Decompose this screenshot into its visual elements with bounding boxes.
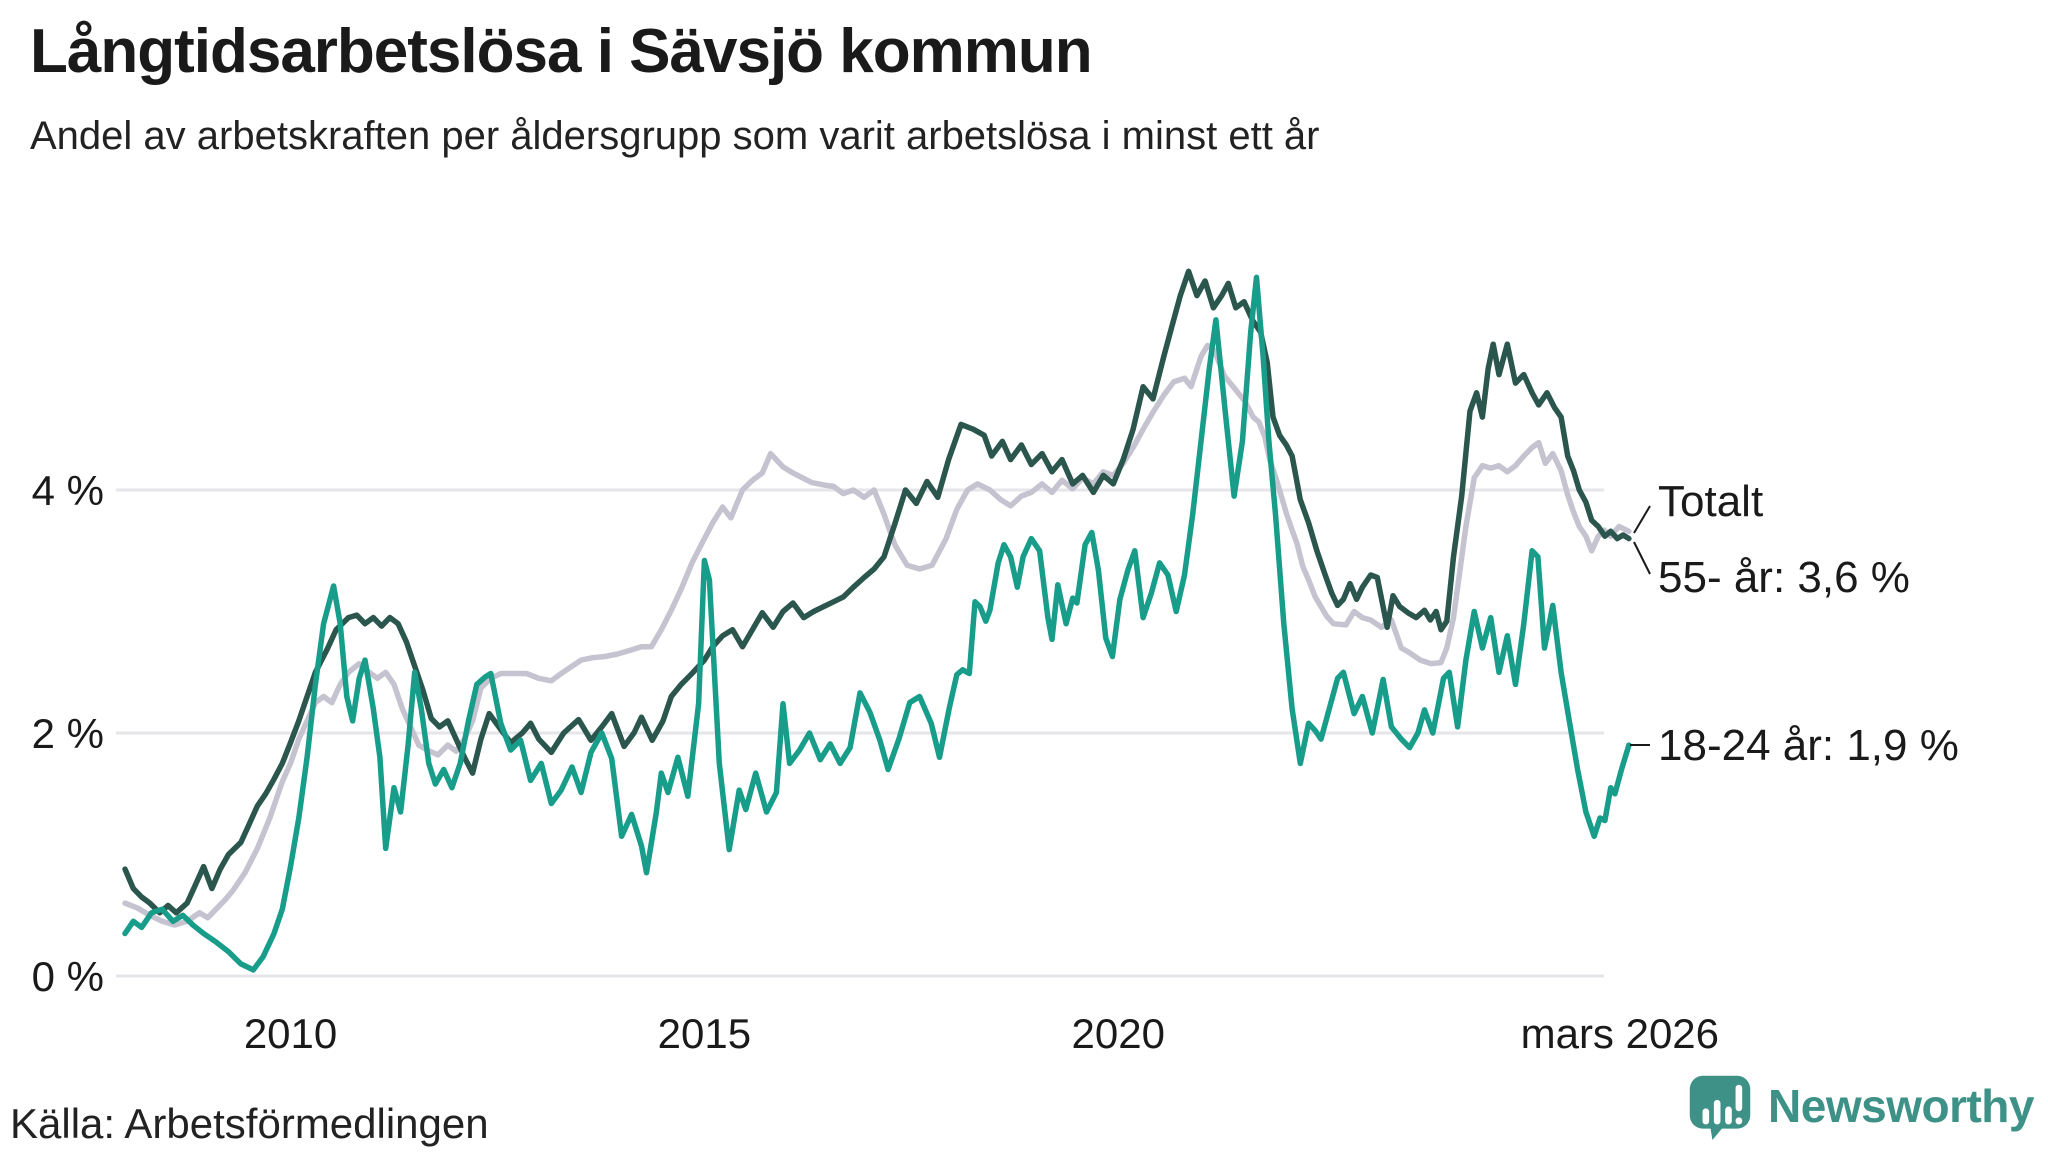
connector-line-totalt xyxy=(1633,505,1651,534)
bar-chart-glyph xyxy=(1702,1084,1743,1125)
x-tick-label: 2010 xyxy=(244,1010,337,1057)
y-axis-tick-labels: 0 % 2 % 4 % xyxy=(32,467,104,1000)
series-line-totalt xyxy=(122,342,1632,928)
connector-line-55-ar xyxy=(1633,541,1651,575)
y-tick-label: 2 % xyxy=(32,710,104,757)
x-tick-label: 2020 xyxy=(1072,1010,1165,1057)
series-lines xyxy=(122,268,1632,973)
series-line-55-r xyxy=(122,268,1632,916)
series-label-18-24-ar: 18-24 år: 1,9 % xyxy=(1658,721,1959,770)
series-label-55-ar: 55- år: 3,6 % xyxy=(1658,553,1910,602)
x-tick-label: mars 2026 xyxy=(1521,1010,1719,1057)
x-tick-label: 2015 xyxy=(658,1010,751,1057)
gridlines xyxy=(116,488,1604,978)
source-note: Källa: Arbetsförmedlingen xyxy=(10,1100,489,1147)
page-subtitle: Andel av arbetskraften per åldersgrupp s… xyxy=(30,114,1320,158)
series-label-totalt: Totalt xyxy=(1658,477,1763,526)
brand-name: Newsworthy xyxy=(1768,1080,2034,1132)
page-title: Långtidsarbetslösa i Sävsjö kommun xyxy=(30,17,1093,86)
end-of-line-annotations: Totalt 55- år: 3,6 % 18-24 år: 1,9 % xyxy=(1630,477,1959,770)
x-axis-tick-labels: 2010 2015 2020 mars 2026 xyxy=(244,1010,1719,1057)
newsworthy-logo-icon xyxy=(1689,1075,1751,1140)
y-tick-label: 0 % xyxy=(32,953,104,1000)
y-tick-label: 4 % xyxy=(32,467,104,514)
newsworthy-logo: Newsworthy xyxy=(1686,1072,2034,1140)
series-line-18-24-r xyxy=(122,274,1632,973)
